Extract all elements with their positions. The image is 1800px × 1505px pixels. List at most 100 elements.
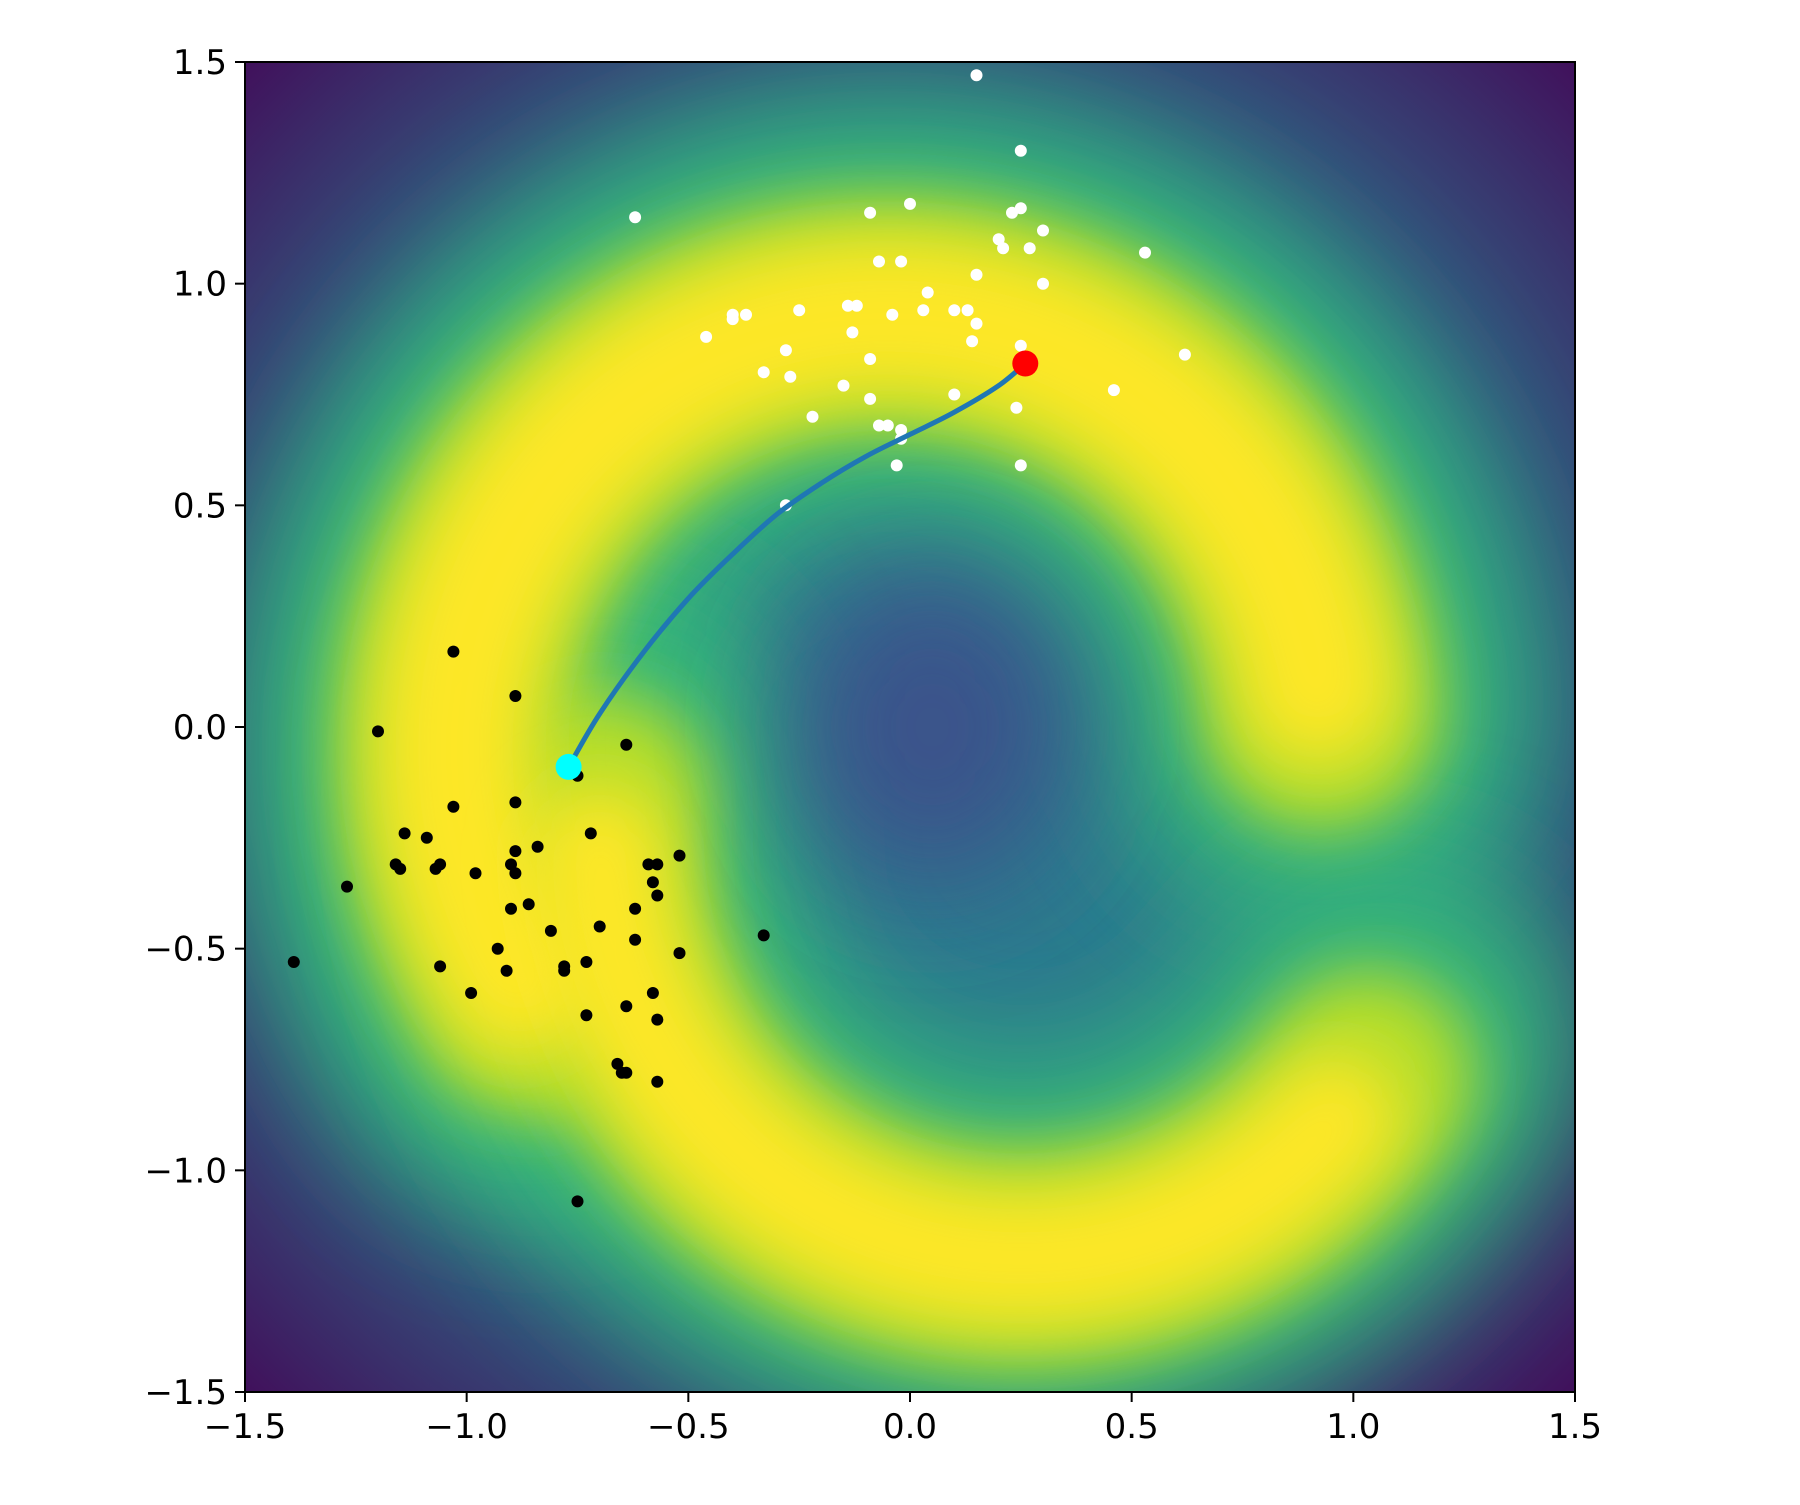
black-point bbox=[509, 845, 522, 858]
trajectory-line bbox=[566, 361, 1028, 770]
end-marker-red bbox=[1012, 350, 1039, 377]
white-point bbox=[1139, 246, 1151, 259]
black-point bbox=[593, 920, 606, 933]
black-point bbox=[465, 987, 478, 999]
black-point bbox=[646, 876, 659, 889]
x-tick-label: 1.0 bbox=[1326, 1407, 1380, 1447]
black-point bbox=[629, 933, 642, 946]
white-point bbox=[966, 335, 979, 348]
black-point bbox=[584, 827, 597, 840]
white-point bbox=[970, 268, 983, 281]
x-tick-label: 1.5 bbox=[1548, 1407, 1602, 1447]
black-point bbox=[505, 858, 517, 871]
density-field bbox=[245, 104, 1575, 1392]
black-point bbox=[757, 929, 770, 942]
black-point bbox=[558, 964, 571, 977]
white-point bbox=[1010, 401, 1023, 414]
white-point bbox=[1023, 242, 1036, 255]
black-point bbox=[651, 858, 664, 871]
black-point-cloud bbox=[287, 645, 770, 1208]
black-point bbox=[287, 956, 300, 968]
x-tick-label: 0.0 bbox=[883, 1407, 937, 1447]
black-point bbox=[420, 831, 433, 844]
plot-area bbox=[245, 62, 1575, 1392]
white-point bbox=[970, 317, 983, 330]
upper-moon-core bbox=[378, 239, 1394, 1055]
white-point bbox=[1014, 459, 1027, 472]
start-marker-cyan bbox=[555, 753, 582, 780]
black-point bbox=[646, 987, 659, 999]
white-point bbox=[895, 255, 908, 268]
white-point bbox=[700, 330, 713, 343]
black-point bbox=[544, 924, 557, 937]
y-axis: −1.5 −1.0 −0.5 0.0 0.5 1.0 1.5 bbox=[144, 43, 245, 1413]
x-tick-label: −1.5 bbox=[204, 1407, 287, 1447]
white-point bbox=[904, 197, 916, 210]
white-point bbox=[841, 299, 854, 312]
black-point bbox=[372, 725, 384, 738]
white-point bbox=[837, 379, 850, 392]
black-point bbox=[447, 645, 460, 658]
white-point bbox=[864, 392, 877, 405]
black-point bbox=[491, 942, 504, 955]
x-axis: −1.5 −1.0 −0.5 0.0 0.5 1.0 1.5 bbox=[204, 1392, 1602, 1447]
white-point bbox=[806, 410, 819, 423]
white-point bbox=[970, 69, 983, 82]
y-tick-label: 1.5 bbox=[173, 43, 227, 83]
white-point bbox=[961, 304, 974, 317]
black-point bbox=[629, 902, 642, 915]
black-point bbox=[522, 898, 535, 911]
white-point bbox=[992, 233, 1005, 246]
black-point bbox=[341, 880, 353, 893]
white-point bbox=[1037, 224, 1049, 237]
x-tick-label: −0.5 bbox=[647, 1407, 730, 1447]
y-tick-label: 1.0 bbox=[173, 265, 227, 305]
white-point bbox=[629, 211, 642, 224]
black-point bbox=[651, 1075, 664, 1088]
x-tick-label: −1.0 bbox=[425, 1407, 508, 1447]
white-point bbox=[740, 308, 752, 321]
lower-moon-core bbox=[534, 787, 1399, 1325]
black-point bbox=[620, 1066, 633, 1079]
white-point bbox=[895, 424, 908, 436]
black-point bbox=[531, 840, 544, 853]
endpoint-markers bbox=[555, 350, 1039, 780]
black-point bbox=[394, 862, 407, 875]
black-point bbox=[500, 964, 513, 977]
white-point bbox=[1014, 202, 1027, 215]
white-point bbox=[757, 366, 770, 379]
white-point bbox=[793, 304, 806, 317]
y-tick-label: −1.0 bbox=[144, 1151, 227, 1191]
white-point bbox=[886, 308, 899, 321]
black-point bbox=[580, 1009, 593, 1022]
black-point bbox=[673, 849, 686, 862]
white-point bbox=[873, 419, 885, 432]
y-tick-label: 0.5 bbox=[173, 486, 227, 526]
center-low-density bbox=[792, 567, 1073, 887]
white-point bbox=[873, 255, 885, 268]
transport-curve bbox=[566, 361, 1028, 770]
white-point bbox=[1014, 144, 1027, 157]
y-tick-label: −0.5 bbox=[144, 930, 227, 970]
white-point bbox=[1178, 348, 1191, 361]
white-point bbox=[948, 304, 961, 317]
black-point bbox=[673, 947, 686, 960]
black-point bbox=[620, 1000, 633, 1013]
black-point bbox=[509, 796, 522, 809]
white-point bbox=[890, 459, 903, 472]
black-point bbox=[651, 1013, 664, 1026]
black-point bbox=[469, 867, 482, 880]
white-point bbox=[864, 206, 877, 219]
black-point bbox=[571, 1195, 584, 1208]
y-tick-label: −1.5 bbox=[144, 1373, 227, 1413]
black-point bbox=[429, 862, 442, 875]
white-point bbox=[1107, 384, 1120, 397]
white-point bbox=[1014, 339, 1027, 352]
black-point bbox=[580, 956, 593, 968]
white-point bbox=[917, 304, 930, 317]
black-point bbox=[509, 690, 522, 702]
black-point bbox=[434, 960, 447, 973]
x-tick-label: 0.5 bbox=[1105, 1407, 1159, 1447]
